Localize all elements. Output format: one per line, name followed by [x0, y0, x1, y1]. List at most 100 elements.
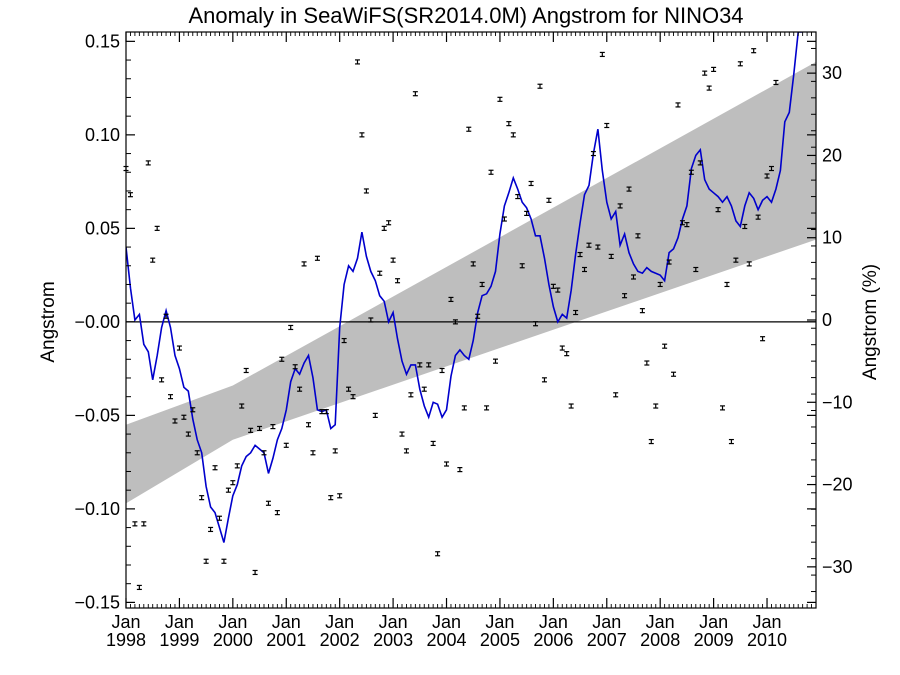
x-tick-month: Jan — [379, 612, 408, 632]
data-point — [599, 51, 605, 58]
y2-tick-label: 0 — [822, 310, 832, 330]
data-point — [537, 83, 543, 89]
data-point — [346, 386, 352, 392]
x-tick-year: 2008 — [640, 630, 680, 650]
data-point — [697, 160, 703, 166]
data-point — [466, 126, 472, 132]
data-point — [635, 233, 641, 239]
data-point — [573, 309, 579, 316]
data-point — [310, 450, 316, 456]
y2-tick-label: −10 — [822, 392, 853, 412]
data-point — [751, 48, 757, 54]
data-point — [688, 169, 694, 175]
data-point — [662, 343, 668, 349]
x-tick-month: Jan — [646, 612, 675, 632]
data-point — [212, 465, 218, 471]
data-point — [199, 495, 205, 501]
x-tick-year: 2010 — [747, 630, 787, 650]
data-point — [221, 558, 227, 564]
data-point — [528, 180, 534, 187]
data-point — [519, 263, 525, 269]
data-point — [257, 425, 263, 432]
data-point — [314, 255, 320, 261]
data-point — [248, 427, 254, 433]
data-point — [386, 220, 392, 226]
data-point — [768, 165, 774, 172]
y-tick-label: 0.10 — [85, 125, 120, 145]
data-point — [550, 283, 556, 289]
data-point — [671, 371, 677, 377]
data-point — [381, 225, 387, 231]
data-point — [270, 423, 276, 430]
data-point — [720, 405, 726, 411]
data-point — [582, 266, 588, 273]
trend-band — [126, 61, 816, 504]
data-point — [733, 257, 739, 263]
data-point — [755, 214, 761, 220]
data-point — [742, 223, 748, 230]
data-point — [715, 207, 721, 213]
data-point — [426, 362, 432, 368]
y2-tick-label: 10 — [822, 228, 842, 248]
x-tick-month: Jan — [325, 612, 354, 632]
data-point — [728, 438, 734, 445]
x-tick-month: Jan — [485, 612, 514, 632]
data-point — [586, 242, 592, 248]
x-axis: Jan1998Jan1999Jan2000Jan2001Jan2002Jan20… — [106, 32, 817, 650]
data-point — [350, 394, 356, 400]
data-point — [675, 102, 681, 108]
data-point — [737, 61, 743, 67]
data-point — [132, 521, 138, 527]
y-tick-label: −0.00 — [74, 312, 120, 332]
data-point — [639, 308, 645, 314]
data-point — [492, 358, 498, 364]
x-tick-month: Jan — [539, 612, 568, 632]
x-tick-month: Jan — [432, 612, 461, 632]
data-point — [341, 337, 347, 344]
data-point — [288, 324, 294, 331]
data-point — [372, 412, 378, 418]
data-point — [541, 377, 547, 383]
data-point — [359, 132, 365, 138]
x-tick-year: 2000 — [213, 630, 253, 650]
x-tick-month: Jan — [218, 612, 247, 632]
data-point — [403, 448, 409, 454]
data-point — [595, 244, 601, 250]
data-point — [306, 422, 312, 428]
x-tick-year: 2006 — [533, 630, 573, 650]
data-point — [274, 510, 280, 516]
data-point — [501, 216, 507, 222]
data-point — [301, 261, 307, 267]
data-point — [559, 345, 565, 351]
data-point — [154, 225, 160, 231]
x-tick-year: 1998 — [106, 630, 146, 650]
data-point — [297, 386, 303, 392]
data-point — [412, 91, 418, 97]
data-point — [488, 169, 494, 175]
data-point — [448, 296, 454, 303]
data-point — [746, 261, 752, 267]
data-point — [470, 261, 476, 267]
x-tick-month: Jan — [111, 612, 140, 632]
data-point — [208, 526, 214, 533]
x-tick-month: Jan — [753, 612, 782, 632]
data-point — [524, 210, 530, 217]
anomaly-points-layer — [123, 48, 779, 591]
x-tick-month: Jan — [699, 612, 728, 632]
data-point — [363, 188, 369, 194]
data-point — [239, 403, 245, 409]
data-point — [185, 431, 191, 437]
x-tick-year: 2009 — [694, 630, 734, 650]
data-point — [648, 438, 654, 445]
data-point — [564, 351, 570, 357]
data-point — [760, 336, 766, 342]
data-point — [679, 220, 685, 226]
data-point — [657, 281, 663, 288]
data-point — [630, 274, 636, 280]
data-point — [773, 79, 779, 86]
y-axis-title-right: Angstrom (%) — [860, 264, 881, 380]
data-point — [181, 414, 187, 420]
data-point — [515, 193, 521, 200]
data-point — [484, 405, 490, 411]
data-point — [328, 495, 334, 501]
